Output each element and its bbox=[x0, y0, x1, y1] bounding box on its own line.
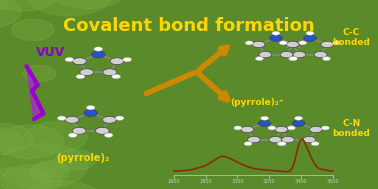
Circle shape bbox=[0, 168, 51, 189]
Circle shape bbox=[272, 31, 280, 35]
Circle shape bbox=[278, 142, 286, 146]
Circle shape bbox=[68, 133, 77, 137]
Circle shape bbox=[0, 129, 23, 155]
Circle shape bbox=[268, 126, 276, 130]
Circle shape bbox=[104, 133, 113, 137]
Circle shape bbox=[115, 116, 124, 120]
Circle shape bbox=[244, 142, 252, 146]
Circle shape bbox=[234, 126, 242, 130]
Circle shape bbox=[248, 136, 260, 143]
Circle shape bbox=[55, 149, 96, 170]
Circle shape bbox=[103, 69, 117, 76]
Circle shape bbox=[290, 57, 297, 61]
Circle shape bbox=[84, 110, 98, 116]
Circle shape bbox=[91, 51, 105, 58]
Polygon shape bbox=[26, 66, 43, 119]
Circle shape bbox=[269, 136, 282, 143]
Circle shape bbox=[270, 35, 282, 41]
Circle shape bbox=[259, 51, 272, 58]
Circle shape bbox=[23, 65, 56, 82]
Circle shape bbox=[12, 19, 54, 40]
Circle shape bbox=[245, 41, 253, 45]
Circle shape bbox=[73, 58, 87, 65]
Circle shape bbox=[322, 57, 330, 61]
Circle shape bbox=[314, 51, 327, 58]
Circle shape bbox=[17, 181, 106, 189]
Circle shape bbox=[292, 120, 305, 126]
Circle shape bbox=[33, 161, 67, 178]
Circle shape bbox=[288, 57, 296, 61]
Circle shape bbox=[0, 0, 8, 13]
Circle shape bbox=[110, 58, 124, 65]
Circle shape bbox=[25, 122, 87, 153]
Circle shape bbox=[293, 51, 306, 58]
Circle shape bbox=[87, 105, 95, 110]
Circle shape bbox=[95, 127, 109, 134]
Circle shape bbox=[256, 57, 263, 61]
Circle shape bbox=[333, 41, 341, 45]
Circle shape bbox=[102, 116, 116, 123]
Text: (pyrrole)₂: (pyrrole)₂ bbox=[57, 153, 110, 163]
Circle shape bbox=[0, 144, 88, 188]
Circle shape bbox=[321, 41, 333, 48]
Text: 3000: 3000 bbox=[231, 179, 244, 184]
Circle shape bbox=[311, 142, 319, 146]
Circle shape bbox=[253, 41, 265, 48]
Circle shape bbox=[260, 116, 269, 120]
Circle shape bbox=[72, 127, 86, 134]
Text: 3600: 3600 bbox=[326, 179, 339, 184]
Circle shape bbox=[287, 126, 295, 130]
Circle shape bbox=[76, 74, 85, 79]
Circle shape bbox=[65, 116, 79, 123]
Text: VUV: VUV bbox=[36, 46, 66, 59]
Circle shape bbox=[94, 47, 102, 51]
Circle shape bbox=[258, 120, 271, 126]
Circle shape bbox=[29, 163, 69, 182]
Circle shape bbox=[310, 126, 322, 133]
Circle shape bbox=[0, 0, 61, 11]
Circle shape bbox=[304, 35, 316, 41]
Circle shape bbox=[276, 126, 288, 133]
Text: 2800: 2800 bbox=[199, 179, 212, 184]
Circle shape bbox=[0, 0, 21, 28]
Circle shape bbox=[1, 165, 61, 189]
Circle shape bbox=[294, 116, 303, 120]
Text: Covalent bond formation: Covalent bond formation bbox=[63, 17, 315, 35]
Circle shape bbox=[49, 0, 128, 9]
Circle shape bbox=[57, 116, 66, 120]
Circle shape bbox=[80, 69, 94, 76]
Text: 3400: 3400 bbox=[294, 179, 307, 184]
Circle shape bbox=[282, 136, 294, 143]
Circle shape bbox=[287, 41, 299, 48]
Text: C-N
bonded: C-N bonded bbox=[333, 119, 370, 138]
Circle shape bbox=[280, 51, 293, 58]
Text: 3200: 3200 bbox=[263, 179, 276, 184]
Circle shape bbox=[27, 0, 111, 16]
Circle shape bbox=[306, 31, 314, 35]
Text: 2600: 2600 bbox=[167, 179, 180, 184]
Circle shape bbox=[277, 142, 285, 146]
Circle shape bbox=[279, 41, 287, 45]
Circle shape bbox=[287, 41, 299, 48]
Circle shape bbox=[112, 74, 121, 79]
Circle shape bbox=[275, 126, 288, 133]
Circle shape bbox=[0, 125, 64, 159]
Circle shape bbox=[123, 57, 132, 62]
Circle shape bbox=[299, 41, 307, 45]
Text: C-C
bonded: C-C bonded bbox=[333, 28, 370, 47]
Circle shape bbox=[0, 123, 33, 154]
Circle shape bbox=[321, 126, 329, 130]
Circle shape bbox=[303, 136, 316, 143]
Circle shape bbox=[241, 126, 254, 133]
Circle shape bbox=[65, 57, 74, 62]
Text: (pyrrole)₂⁺: (pyrrole)₂⁺ bbox=[230, 98, 284, 107]
